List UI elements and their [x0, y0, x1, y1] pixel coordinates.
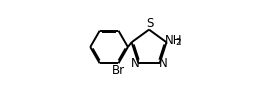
Text: S: S — [146, 17, 153, 30]
Text: Br: Br — [112, 64, 125, 77]
Text: NH: NH — [165, 34, 182, 47]
Text: N: N — [131, 57, 140, 70]
Text: 2: 2 — [176, 38, 181, 47]
Text: N: N — [158, 57, 167, 70]
